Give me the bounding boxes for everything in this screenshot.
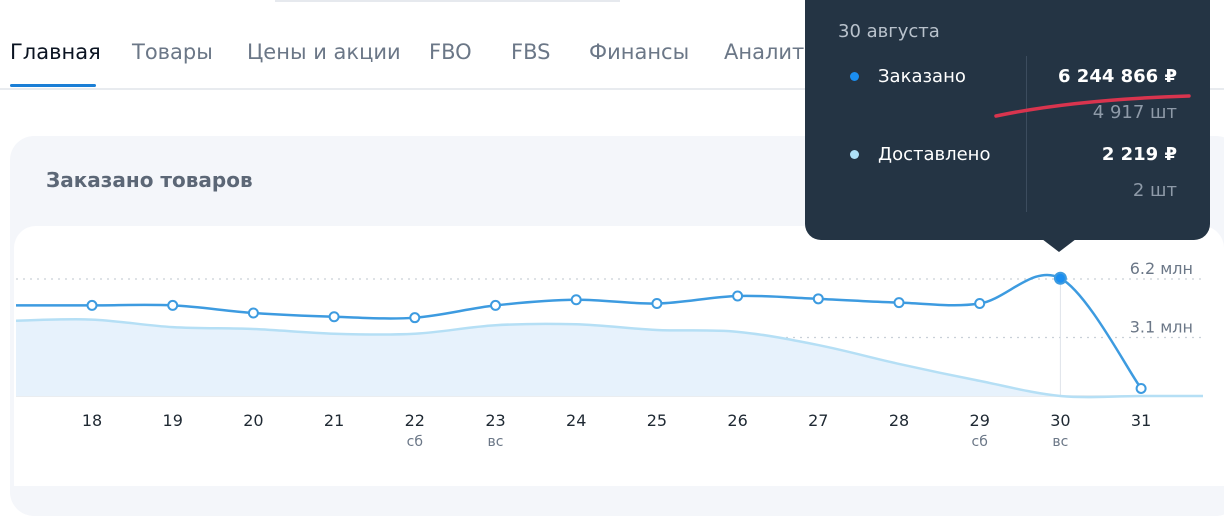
tooltip-delivered-label: Доставлено bbox=[878, 144, 991, 165]
ordered-point bbox=[732, 290, 744, 302]
x-tick-label: 18 bbox=[82, 411, 102, 430]
ordered-point bbox=[86, 299, 98, 311]
x-tick-label: 26 bbox=[727, 411, 747, 430]
y-tick-label: 6.2 млн bbox=[1130, 259, 1193, 278]
tooltip-pointer bbox=[1042, 239, 1076, 252]
x-tick-label: 19 bbox=[163, 411, 183, 430]
tooltip-delivered-value: 2 219 ₽ bbox=[1101, 144, 1177, 165]
ordered-point bbox=[893, 297, 905, 309]
active-tab-indicator bbox=[10, 84, 96, 87]
ordered-point bbox=[1053, 271, 1067, 285]
orders-line-chart[interactable]: 6.2 млн 3.1 млн 18 19 20 21 22 сб 23 вс 24 25 26 27 28… bbox=[0, 0, 1224, 480]
ordered-point bbox=[570, 294, 582, 306]
ordered-point bbox=[328, 311, 340, 323]
ordered-point bbox=[409, 312, 421, 324]
top-divider bbox=[275, 0, 620, 2]
x-tick-label: 30 bbox=[1050, 411, 1070, 430]
x-tick-label: 31 bbox=[1131, 411, 1151, 430]
y-tick-label: 3.1 млн bbox=[1130, 318, 1193, 337]
tab-analytics[interactable]: Аналити bbox=[724, 40, 818, 64]
ordered-point bbox=[247, 307, 259, 319]
weekday-label: сб bbox=[407, 434, 423, 450]
tooltip-ordered-qty: 4 917 шт bbox=[1092, 102, 1177, 123]
tab-products[interactable]: Товары bbox=[132, 40, 213, 64]
x-tick-label: 22 bbox=[405, 411, 425, 430]
chart-tooltip: 30 августа Заказано 6 244 866 ₽ 4 917 шт… bbox=[805, 0, 1210, 240]
x-tick-label: 21 bbox=[324, 411, 344, 430]
weekday-label: вс bbox=[1052, 434, 1068, 450]
tab-main[interactable]: Главная bbox=[10, 40, 101, 64]
tab-fbo[interactable]: FBO bbox=[429, 40, 472, 64]
x-tick-label: 23 bbox=[485, 411, 505, 430]
ordered-point bbox=[490, 299, 501, 311]
weekday-label: вс bbox=[488, 434, 504, 450]
tab-fbs[interactable]: FBS bbox=[511, 40, 551, 64]
x-tick-label: 28 bbox=[889, 411, 909, 430]
tooltip-ordered-label: Заказано bbox=[878, 66, 966, 87]
ordered-point bbox=[167, 299, 179, 311]
weekday-label: сб bbox=[972, 434, 988, 450]
tab-finance[interactable]: Финансы bbox=[589, 40, 690, 64]
tooltip-divider bbox=[1026, 56, 1027, 212]
tooltip-date: 30 августа bbox=[838, 21, 940, 42]
tooltip-ordered-value: 6 244 866 ₽ bbox=[1058, 66, 1177, 87]
x-tick-label: 27 bbox=[808, 411, 828, 430]
delivered-line bbox=[15, 318, 1204, 399]
delivered-area bbox=[16, 319, 1203, 398]
ordered-point bbox=[1135, 382, 1147, 394]
ordered-legend-dot bbox=[850, 72, 859, 81]
x-tick-label: 24 bbox=[566, 411, 586, 430]
x-tick-label: 20 bbox=[243, 411, 263, 430]
ordered-point bbox=[812, 293, 824, 305]
red-underline-mark bbox=[994, 94, 1191, 118]
tab-prices-promos[interactable]: Цены и акции bbox=[247, 40, 401, 64]
x-tick-label: 29 bbox=[970, 411, 990, 430]
ordered-point bbox=[651, 298, 663, 310]
delivered-legend-dot bbox=[850, 150, 859, 159]
ordered-point bbox=[974, 298, 986, 310]
x-tick-label: 25 bbox=[647, 411, 667, 430]
card-title: Заказано товаров bbox=[46, 168, 253, 192]
main-tabs: Главная Товары Цены и акции FBO FBS Фина… bbox=[0, 0, 1224, 90]
tooltip-delivered-qty: 2 шт bbox=[1132, 180, 1177, 201]
